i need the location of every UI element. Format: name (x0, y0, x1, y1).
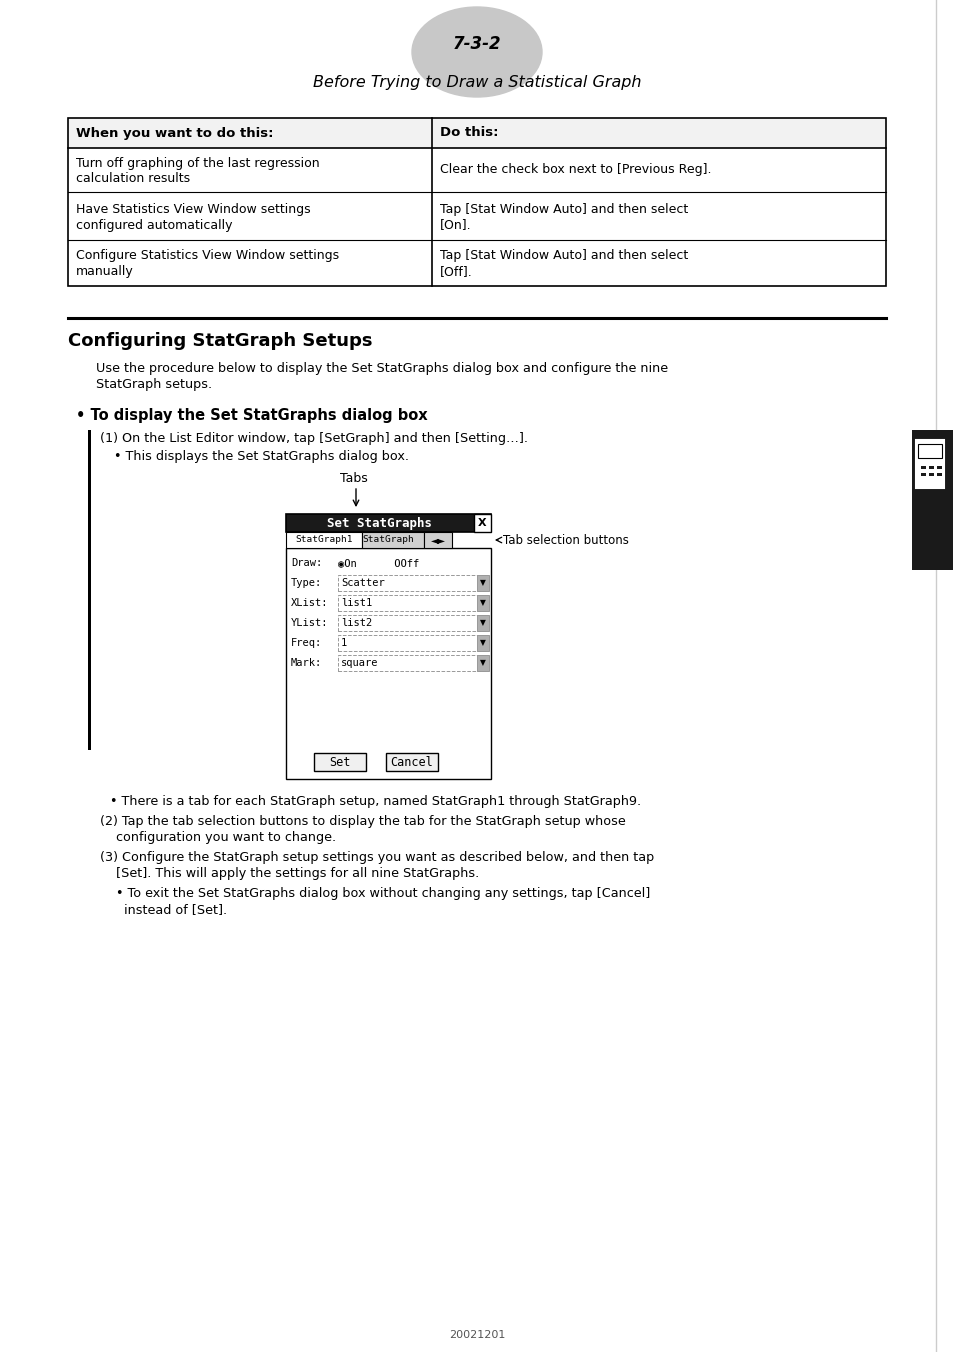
Bar (920, 466, 925, 469)
Text: StatGraph setups.: StatGraph setups. (96, 379, 212, 391)
Text: 1: 1 (340, 638, 347, 648)
Text: Type:: Type: (291, 579, 322, 588)
Text: configured automatically: configured automatically (76, 219, 233, 231)
Bar (68, 118, 885, 147)
Text: Tab selection buttons: Tab selection buttons (502, 534, 628, 546)
Bar (915, 439, 943, 488)
Text: (3) Configure the StatGraph setup settings you want as described below, and then: (3) Configure the StatGraph setup settin… (100, 850, 654, 864)
Bar (386, 753, 437, 771)
Text: ◉On      OOff: ◉On OOff (337, 558, 418, 568)
Bar (476, 575, 489, 591)
Bar (286, 514, 491, 531)
Text: • There is a tab for each StatGraph setup, named StatGraph1 through StatGraph9.: • There is a tab for each StatGraph setu… (110, 795, 640, 808)
Text: Draw:: Draw: (291, 558, 322, 568)
Bar (286, 531, 361, 548)
Text: Set: Set (329, 756, 351, 768)
Bar (337, 654, 485, 671)
Text: ◄►: ◄► (430, 535, 445, 545)
Text: manually: manually (76, 265, 133, 279)
Bar (928, 466, 933, 469)
Bar (361, 531, 423, 548)
Text: Use the procedure below to display the Set StatGraphs dialog box and configure t: Use the procedure below to display the S… (96, 362, 667, 375)
Text: Tap [Stat Window Auto] and then select: Tap [Stat Window Auto] and then select (439, 203, 687, 215)
Text: Tap [Stat Window Auto] and then select: Tap [Stat Window Auto] and then select (439, 250, 687, 262)
Text: instead of [Set].: instead of [Set]. (116, 903, 227, 917)
Bar (936, 473, 941, 476)
Bar (286, 548, 491, 779)
Text: [Set]. This will apply the settings for all nine StatGraphs.: [Set]. This will apply the settings for … (100, 867, 478, 880)
Bar (920, 473, 925, 476)
Text: Mark:: Mark: (291, 658, 322, 668)
Bar (337, 635, 485, 652)
Text: Turn off graphing of the last regression: Turn off graphing of the last regression (76, 157, 319, 169)
Bar (337, 595, 485, 611)
Text: list1: list1 (340, 598, 372, 608)
Text: ▼: ▼ (479, 599, 485, 607)
Text: ▼: ▼ (479, 638, 485, 648)
Text: Configure Statistics View Window settings: Configure Statistics View Window setting… (76, 250, 338, 262)
Text: ▼: ▼ (479, 658, 485, 668)
Text: configuration you want to change.: configuration you want to change. (100, 831, 335, 844)
Bar (474, 514, 491, 531)
Text: Tabs: Tabs (339, 472, 367, 485)
Bar (936, 466, 941, 469)
Bar (88, 430, 91, 750)
Ellipse shape (412, 7, 541, 97)
Bar (314, 753, 366, 771)
Text: Configuring StatGraph Setups: Configuring StatGraph Setups (68, 333, 372, 350)
Bar (337, 615, 485, 631)
Bar (476, 595, 489, 611)
Text: Scatter: Scatter (340, 579, 384, 588)
Bar (68, 118, 885, 287)
Text: [Off].: [Off]. (439, 265, 473, 279)
Text: [On].: [On]. (439, 219, 471, 231)
Text: ▼: ▼ (479, 579, 485, 588)
Text: (1) On the List Editor window, tap [SetGraph] and then [Setting…].: (1) On the List Editor window, tap [SetG… (100, 433, 527, 445)
Text: X: X (477, 518, 486, 529)
Text: XList:: XList: (291, 598, 328, 608)
Text: StatGraph1: StatGraph1 (294, 535, 353, 545)
Bar (476, 654, 489, 671)
Text: • To exit the Set StatGraphs dialog box without changing any settings, tap [Canc: • To exit the Set StatGraphs dialog box … (116, 887, 650, 900)
Bar (476, 615, 489, 631)
Text: Clear the check box next to [Previous Reg].: Clear the check box next to [Previous Re… (439, 164, 711, 177)
Text: Set StatGraphs: Set StatGraphs (327, 516, 432, 530)
Text: Cancel: Cancel (390, 756, 433, 768)
Text: • To display the Set StatGraphs dialog box: • To display the Set StatGraphs dialog b… (76, 408, 427, 423)
Bar (917, 443, 941, 458)
Text: 20021201: 20021201 (448, 1330, 505, 1340)
Bar (337, 575, 485, 591)
Text: square: square (340, 658, 378, 668)
Text: ▼: ▼ (479, 618, 485, 627)
Text: Have Statistics View Window settings: Have Statistics View Window settings (76, 203, 311, 215)
Text: When you want to do this:: When you want to do this: (76, 127, 274, 139)
Bar (476, 635, 489, 652)
Text: Do this:: Do this: (439, 127, 498, 139)
Text: 7-3-2: 7-3-2 (453, 35, 500, 53)
Text: calculation results: calculation results (76, 173, 190, 185)
Text: Freq:: Freq: (291, 638, 322, 648)
Text: Before Trying to Draw a Statistical Graph: Before Trying to Draw a Statistical Grap… (313, 74, 640, 89)
Bar (911, 430, 953, 571)
Bar (423, 531, 452, 548)
Text: • This displays the Set StatGraphs dialog box.: • This displays the Set StatGraphs dialo… (113, 450, 409, 462)
Text: list2: list2 (340, 618, 372, 627)
Text: YList:: YList: (291, 618, 328, 627)
Text: StatGraph: StatGraph (362, 535, 414, 545)
Text: (2) Tap the tab selection buttons to display the tab for the StatGraph setup who: (2) Tap the tab selection buttons to dis… (100, 815, 625, 827)
Bar (928, 473, 933, 476)
